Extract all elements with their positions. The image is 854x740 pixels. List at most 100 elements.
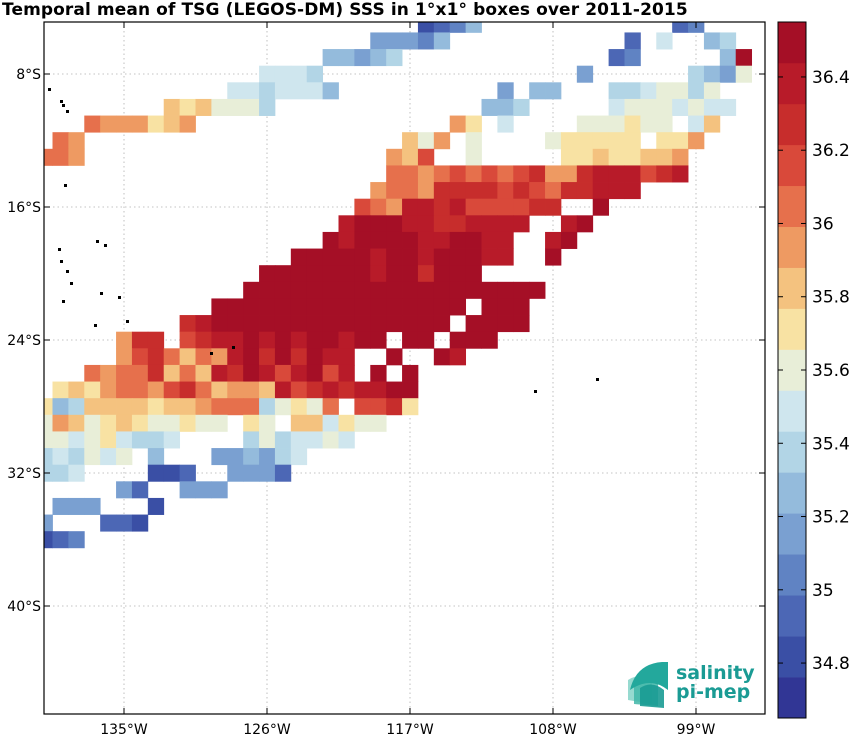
sss-cell-102 [672,132,689,150]
sss-cell-142 [481,182,498,200]
island-markers [48,88,599,393]
sss-cell-368 [116,398,133,416]
sss-cell-291 [274,331,292,349]
sss-cell-115 [672,148,689,166]
sss-cell-245 [259,298,276,316]
sss-cell-393 [147,414,165,432]
sss-cell-109 [576,148,594,166]
sss-cell-310 [227,348,244,366]
sss-cell-103 [688,132,705,150]
island-marker [126,320,129,323]
sss-cell-145 [529,182,546,200]
sss-cell-406 [44,431,53,449]
sss-cell-452 [84,497,101,515]
sss-cell-425 [84,448,101,466]
sss-cell-200 [386,248,403,266]
sss-cell-82 [497,115,514,133]
sss-cell-111 [608,148,625,166]
sss-cell-175 [481,215,498,233]
sss-cell-450 [52,497,69,515]
sss-cell-150 [608,182,625,200]
sss-cell-224 [259,281,276,299]
sss-cell-124 [513,165,530,183]
sss-cell-415 [243,431,260,449]
sss-cell-12 [370,49,387,67]
sss-cell-202 [417,248,435,266]
sss-cell-28 [211,98,228,116]
sss-cell-372 [179,398,196,416]
sss-cell-262 [195,315,212,333]
sss-cell-423 [52,448,69,466]
sss-cell-162 [513,198,530,216]
sss-cell-69 [481,98,498,116]
sss-cell-160 [481,198,498,216]
sss-cell-241 [529,281,546,299]
island-marker [232,346,235,349]
sss-cell-113 [640,148,657,166]
sss-cell-1 [433,22,451,33]
sss-cell-440 [179,464,196,482]
sss-cell-25 [163,98,181,116]
sss-cell-443 [259,464,276,482]
sss-cell-266 [259,315,276,333]
sss-cell-30 [243,98,260,116]
sss-cell-110 [592,148,610,166]
sss-cell-451 [68,497,85,515]
sss-cell-453 [147,497,165,515]
x-tick-label: 99°W [677,722,716,738]
sss-cell-98 [592,132,610,150]
sss-cell-337 [338,364,355,382]
sss-cell-412 [131,431,149,449]
sss-cell-212 [306,265,324,283]
sss-cell-371 [163,398,181,416]
sss-cell-26 [179,98,196,116]
sss-cell-297 [370,331,387,349]
sss-cell-356 [306,381,324,399]
sss-cell-58 [735,65,753,83]
colorbar-tick-label: 36.4 [812,68,850,88]
island-marker [104,244,107,247]
sss-cell-377 [259,398,276,416]
sss-cell-320 [449,348,467,366]
sss-cell-44 [672,22,689,33]
sss-cell-430 [227,448,244,466]
sss-cell-78 [703,98,721,116]
sss-cell-228 [322,281,339,299]
sss-cell-107 [465,148,482,166]
sss-cell-314 [290,348,308,366]
sss-cell-197 [338,248,355,266]
sss-cell-135 [370,182,387,200]
sss-cell-342 [84,381,101,399]
sss-cell-218 [402,265,419,283]
sss-cell-401 [306,414,324,432]
sss-cell-286 [195,331,212,349]
sss-cell-65 [656,82,673,100]
sss-cell-52 [719,49,737,67]
sss-cell-137 [402,182,419,200]
sss-cell-321 [84,364,101,382]
sss-cell-5 [386,32,403,50]
island-marker [100,292,103,295]
sss-cell-87 [640,115,657,133]
sss-cell-317 [338,348,355,366]
sss-cell-101 [656,132,673,150]
sss-cell-386 [44,414,53,432]
logo-line2: pi-mep [676,681,750,703]
sss-cell-381 [322,398,339,416]
sss-cell-323 [116,364,133,382]
island-marker [48,88,51,91]
sss-cell-403 [338,414,355,432]
sss-cell-67 [688,82,705,100]
sss-cell-96 [560,132,578,150]
sss-cell-324 [131,364,149,382]
sss-cell-251 [354,298,371,316]
sss-cell-273 [370,315,387,333]
sss-cell-333 [274,364,292,382]
sss-cell-155 [402,198,419,216]
sss-cell-55 [688,65,705,83]
sss-cell-272 [354,315,371,333]
sss-cell-301 [465,331,482,349]
sss-cell-130 [608,165,625,183]
sss-cell-421 [338,431,355,449]
sss-cell-199 [370,248,387,266]
